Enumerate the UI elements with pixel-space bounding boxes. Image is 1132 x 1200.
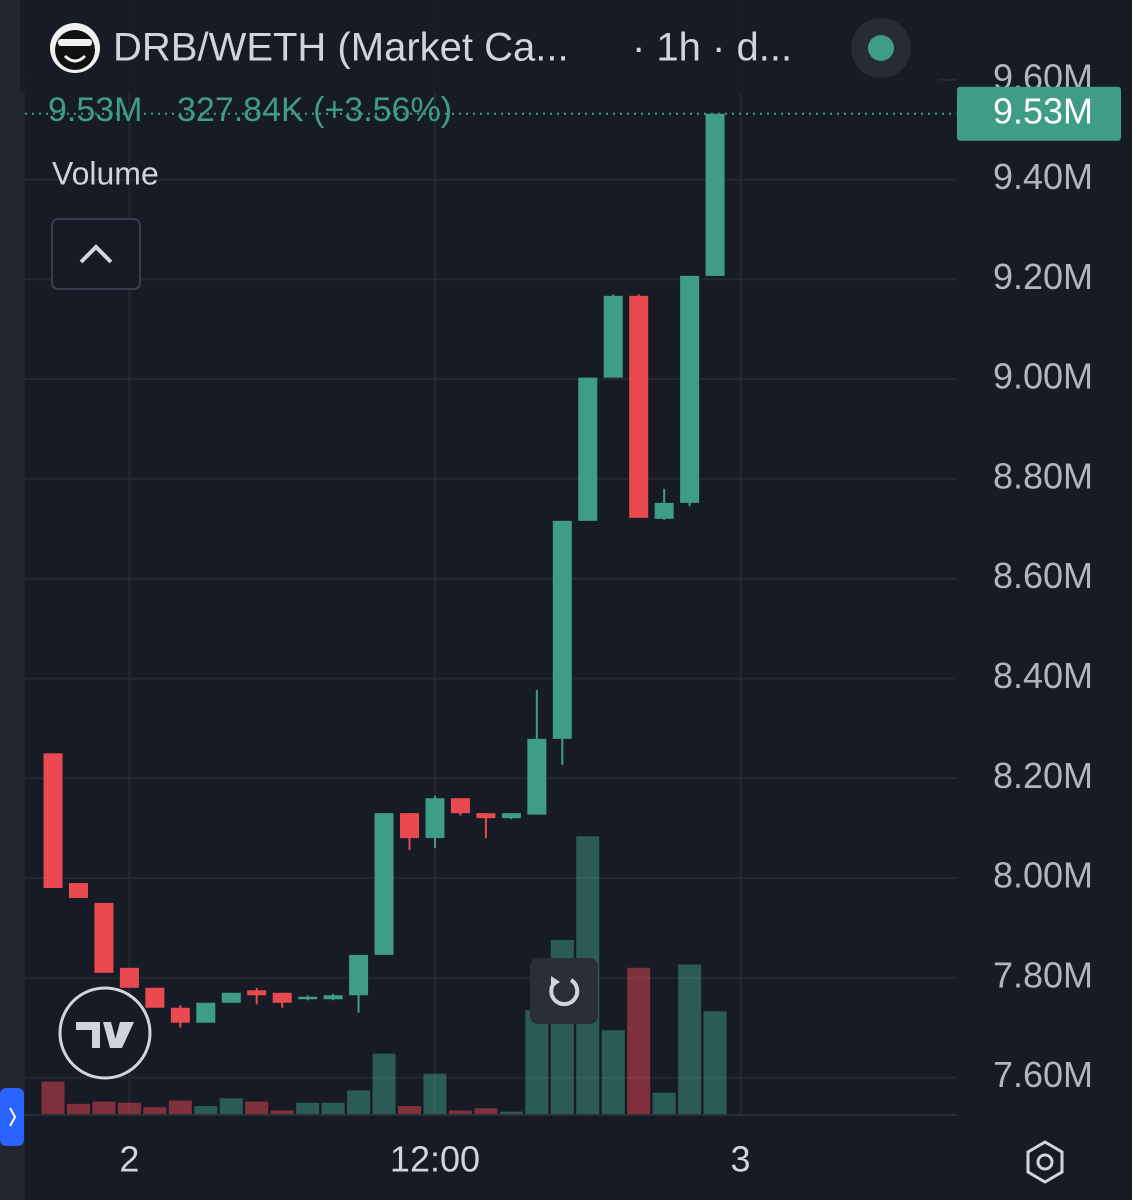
volume-bar	[245, 1101, 269, 1115]
legend-change: 327.84K (+3.56%)	[177, 91, 452, 129]
candle-body	[680, 275, 700, 503]
volume-label: Volume	[52, 155, 159, 191]
volume-bar	[296, 1102, 320, 1115]
y-tick-label: 8.80M	[993, 455, 1093, 496]
volume-bar	[92, 1101, 116, 1115]
candle-body	[272, 992, 292, 1003]
x-tick-label: 12:00	[390, 1139, 480, 1180]
tv-logo[interactable]	[58, 986, 152, 1080]
y-tick-label: 7.60M	[993, 1054, 1093, 1095]
volume-bar	[499, 1111, 523, 1115]
volume-bar	[703, 1011, 727, 1115]
candle-layer	[25, 112, 957, 1028]
volume-bar	[143, 1107, 167, 1115]
volume-bar	[398, 1106, 422, 1115]
volume-bar	[601, 1030, 625, 1115]
candle-body	[450, 798, 470, 814]
candle-body	[527, 738, 547, 815]
title: DRB/WETH (Market Ca...	[113, 26, 569, 70]
candle-body	[349, 954, 369, 996]
axes: 7.60M 7.80M 8.00M 8.20M 8.40M 8.60M 8.80M 9.00M…	[119, 56, 1121, 1180]
candle-body	[476, 813, 496, 819]
y-tick-label: 8.20M	[993, 755, 1093, 796]
volume-bar	[117, 1102, 141, 1115]
reset-button[interactable]	[530, 958, 598, 1024]
candle-body	[654, 502, 674, 519]
candle-body	[94, 902, 114, 973]
interval[interactable]: · 1h · d...	[632, 26, 792, 70]
candle-body	[221, 992, 241, 1003]
settings-button[interactable]	[1026, 1140, 1064, 1184]
volume-bar	[678, 964, 702, 1115]
token-logo-smile	[63, 54, 87, 63]
candle-body	[43, 753, 63, 889]
collapse-button[interactable]	[51, 218, 141, 290]
volume-bar	[652, 1092, 676, 1115]
candle-body	[196, 1002, 216, 1023]
y-tick-label: 9.40M	[993, 156, 1093, 197]
volume-bar	[347, 1090, 371, 1115]
settings-icon	[1036, 1153, 1054, 1171]
left-strip	[0, 0, 25, 1200]
y-tick-label: 7.80M	[993, 954, 1093, 995]
x-tick-label: 3	[731, 1139, 751, 1180]
chevron-icon	[79, 244, 113, 264]
side-tab[interactable]	[0, 1088, 24, 1146]
volume-bar	[270, 1110, 294, 1115]
token-logo-face	[55, 30, 95, 70]
price-label-bg	[957, 86, 1121, 141]
candle-body	[374, 813, 394, 955]
volume-bar	[194, 1106, 218, 1115]
candle-body	[629, 295, 649, 518]
y-tick-label: 8.40M	[993, 655, 1093, 696]
reset-arrow	[551, 976, 560, 988]
volume-bar	[423, 1073, 447, 1115]
legend-price: 9.53M	[48, 91, 143, 129]
y-tick-label: 9.00M	[993, 356, 1093, 397]
volume-bar	[219, 1098, 243, 1115]
volume-layer	[41, 836, 727, 1115]
volume-bar	[525, 1010, 549, 1115]
y-tick-label: 9.20M	[993, 256, 1093, 297]
candle-body	[145, 987, 165, 1008]
volume-bar	[448, 1110, 472, 1115]
candle-body	[603, 295, 623, 378]
reset-icon	[549, 978, 580, 1007]
candle-body	[247, 990, 267, 996]
tv-logo-mark	[76, 1022, 134, 1048]
candle-body	[578, 377, 598, 521]
status-dot	[868, 35, 894, 61]
candle-body	[170, 1007, 190, 1023]
candle-body	[119, 967, 139, 988]
candle-body	[705, 113, 725, 276]
candle-body	[425, 798, 445, 839]
candle-body	[552, 520, 572, 739]
volume-bar	[627, 967, 651, 1115]
volume-bar	[321, 1102, 345, 1115]
volume-bar	[41, 1081, 65, 1115]
header-bg	[20, 0, 940, 92]
candle-body	[68, 883, 88, 898]
volume-bar	[372, 1053, 396, 1115]
price-label: 9.53M	[993, 90, 1093, 131]
candle-body	[298, 996, 318, 1000]
y-tick-label: 8.00M	[993, 855, 1093, 896]
volume-bar	[474, 1108, 498, 1115]
y-tick-label: 8.60M	[993, 555, 1093, 596]
volume-bar	[66, 1103, 90, 1115]
candle-body	[323, 995, 343, 1000]
side-tab-icon	[9, 1107, 17, 1127]
candle-body	[400, 813, 420, 839]
x-tick-label: 2	[119, 1139, 139, 1180]
volume-bar	[168, 1100, 192, 1115]
token-logo-glasses	[58, 39, 92, 46]
candle-body	[501, 813, 521, 819]
